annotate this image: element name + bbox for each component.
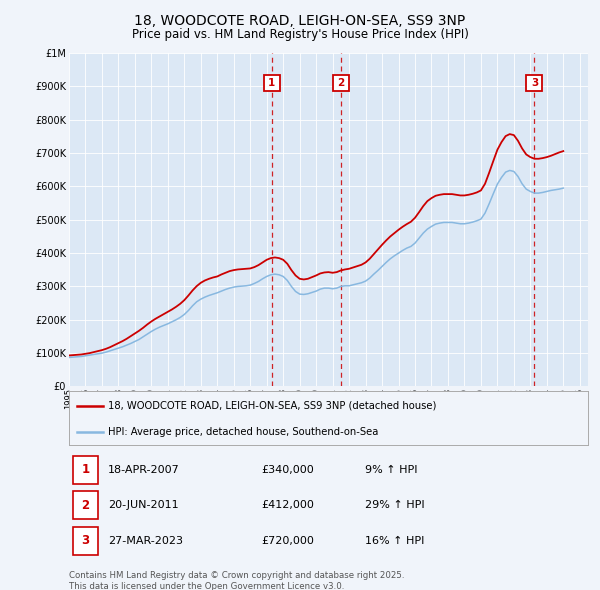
Text: HPI: Average price, detached house, Southend-on-Sea: HPI: Average price, detached house, Sout… bbox=[108, 427, 379, 437]
Text: 1: 1 bbox=[82, 463, 89, 476]
Text: 27-MAR-2023: 27-MAR-2023 bbox=[108, 536, 183, 546]
FancyBboxPatch shape bbox=[73, 491, 98, 519]
Text: 18-APR-2007: 18-APR-2007 bbox=[108, 465, 179, 475]
Text: Price paid vs. HM Land Registry's House Price Index (HPI): Price paid vs. HM Land Registry's House … bbox=[131, 28, 469, 41]
Text: 18, WOODCOTE ROAD, LEIGH-ON-SEA, SS9 3NP (detached house): 18, WOODCOTE ROAD, LEIGH-ON-SEA, SS9 3NP… bbox=[108, 401, 436, 411]
Text: 20-JUN-2011: 20-JUN-2011 bbox=[108, 500, 179, 510]
Text: £720,000: £720,000 bbox=[261, 536, 314, 546]
Text: £340,000: £340,000 bbox=[261, 465, 314, 475]
FancyBboxPatch shape bbox=[73, 456, 98, 484]
Text: £412,000: £412,000 bbox=[261, 500, 314, 510]
Text: 18, WOODCOTE ROAD, LEIGH-ON-SEA, SS9 3NP: 18, WOODCOTE ROAD, LEIGH-ON-SEA, SS9 3NP bbox=[134, 14, 466, 28]
Text: 9% ↑ HPI: 9% ↑ HPI bbox=[365, 465, 418, 475]
Text: 2: 2 bbox=[82, 499, 89, 512]
Text: 29% ↑ HPI: 29% ↑ HPI bbox=[365, 500, 424, 510]
Text: 16% ↑ HPI: 16% ↑ HPI bbox=[365, 536, 424, 546]
Text: Contains HM Land Registry data © Crown copyright and database right 2025.
This d: Contains HM Land Registry data © Crown c… bbox=[69, 571, 404, 590]
Text: 3: 3 bbox=[82, 535, 89, 548]
FancyBboxPatch shape bbox=[73, 527, 98, 555]
Text: 2: 2 bbox=[337, 78, 344, 88]
Text: 1: 1 bbox=[268, 78, 275, 88]
Text: 3: 3 bbox=[531, 78, 538, 88]
